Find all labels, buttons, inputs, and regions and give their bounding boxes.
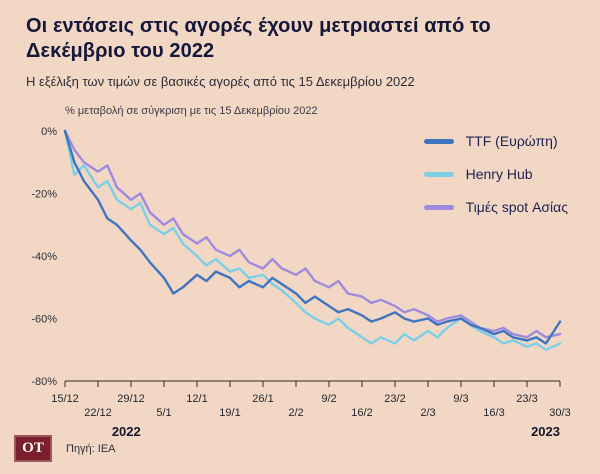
ttf-line-swatch-icon [423, 138, 454, 144]
svg-text:5/1: 5/1 [156, 407, 171, 419]
svg-text:26/1: 26/1 [252, 393, 273, 405]
svg-text:-20%: -20% [31, 189, 57, 201]
svg-text:23/2: 23/2 [384, 393, 405, 405]
chart-area: 0% -20% -40% -60% -80% 15/12 22/12 29/12 5/1 12/1… [0, 119, 600, 445]
page-subtitle: Η εξέλιξη των τιμών σε βασικές αγορές απ… [26, 74, 415, 89]
svg-text:15/12: 15/12 [51, 393, 79, 405]
legend-item-ttf: TTF (Ευρώπη) [423, 133, 568, 149]
svg-text:-80%: -80% [31, 376, 57, 388]
svg-text:30/3: 30/3 [549, 407, 570, 419]
svg-text:12/1: 12/1 [186, 393, 207, 405]
svg-text:0%: 0% [41, 126, 57, 138]
source-label: Πηγή: IEA [66, 442, 116, 455]
ot-logo: OT [14, 435, 52, 462]
henry-hub-line-swatch-icon [423, 171, 454, 177]
svg-text:22/12: 22/12 [84, 407, 112, 419]
svg-text:2/2: 2/2 [288, 407, 303, 419]
legend-item-henry-hub: Henry Hub [423, 166, 568, 182]
spot-asia-line-swatch-icon [423, 204, 454, 210]
chart-axis-note: % μεταβολή σε σύγκριση με τις 15 Δεκεμβρ… [65, 105, 318, 117]
svg-text:16/2: 16/2 [351, 407, 372, 419]
svg-text:29/12: 29/12 [117, 393, 145, 405]
line-chart-svg: 0% -20% -40% -60% -80% 15/12 22/12 29/12 5/1 12/1… [31, 126, 570, 439]
svg-text:-40%: -40% [31, 251, 57, 263]
svg-text:9/3: 9/3 [453, 393, 468, 405]
svg-text:2023: 2023 [531, 424, 560, 439]
svg-text:-60%: -60% [31, 314, 57, 326]
svg-text:9/2: 9/2 [321, 393, 336, 405]
page-title: Οι εντάσεις στις αγορές έχουν μετριαστεί… [26, 15, 491, 62]
legend-label-henry-hub: Henry Hub [465, 166, 533, 182]
svg-text:2/3: 2/3 [420, 407, 435, 419]
legend-label-ttf: TTF (Ευρώπη) [465, 133, 558, 149]
svg-text:16/3: 16/3 [483, 407, 504, 419]
legend-item-spot-asia: Τιμές spot Ασίας [423, 199, 568, 215]
footer: OT Πηγή: IEA [14, 435, 116, 462]
svg-text:19/1: 19/1 [219, 407, 240, 419]
legend-label-spot-asia: Τιμές spot Ασίας [465, 199, 568, 215]
legend: TTF (Ευρώπη) Henry Hub Τιμές spot Ασίας [423, 133, 568, 232]
svg-text:23/3: 23/3 [516, 393, 537, 405]
svg-text:2022: 2022 [112, 424, 141, 439]
